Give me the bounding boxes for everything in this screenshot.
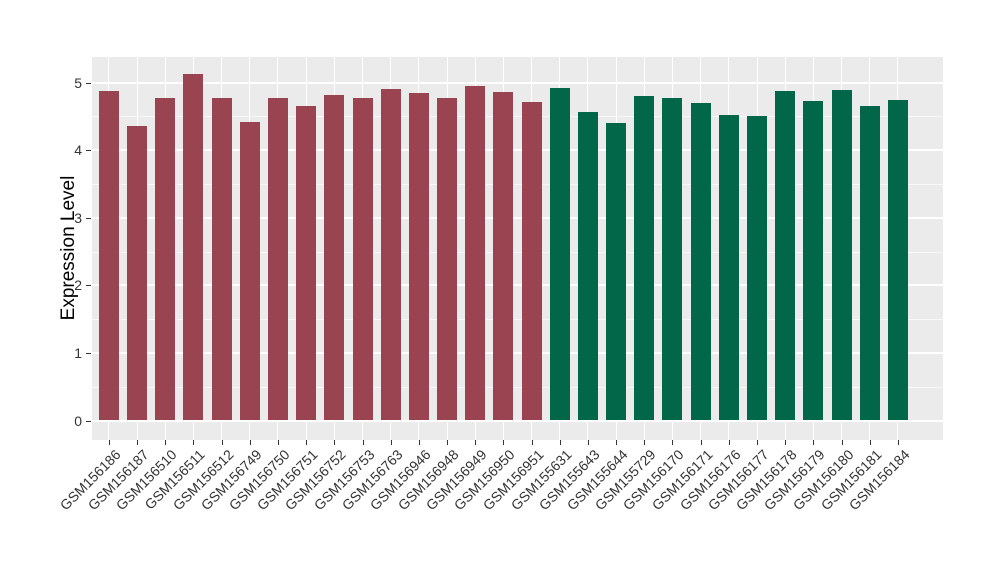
bar-GSM155644 (606, 123, 627, 421)
bar-GSM156176 (718, 115, 739, 421)
bar-GSM156186 (98, 90, 119, 421)
x-axis-tick (728, 440, 730, 445)
bar-GSM156170 (662, 97, 683, 421)
bar-GSM156177 (747, 115, 768, 421)
bar-GSM155631 (549, 88, 570, 421)
x-axis-tick (700, 440, 702, 445)
bar-GSM156750 (267, 97, 288, 421)
y-tick-label: 0 (74, 412, 82, 429)
y-axis-tick (86, 82, 91, 84)
y-tick-label: 1 (74, 344, 82, 361)
bar-GSM156951 (521, 101, 542, 421)
y-tick-label: 4 (74, 142, 82, 159)
bar-GSM156946 (408, 92, 429, 421)
y-axis-tick (86, 217, 91, 219)
bar-GSM156171 (690, 102, 711, 421)
chart-panel (92, 57, 943, 440)
h-gridline-minor (92, 251, 943, 253)
bar-GSM156178 (775, 91, 796, 421)
bar-GSM156752 (324, 94, 345, 421)
x-axis-tick (165, 440, 167, 445)
bar-GSM156181 (859, 105, 880, 421)
bar-GSM156510 (155, 97, 176, 421)
y-tick-label: 2 (74, 277, 82, 294)
bar-GSM156948 (437, 97, 458, 421)
x-axis-tick (137, 440, 139, 445)
x-axis-tick (841, 440, 843, 445)
h-gridline-major (92, 351, 943, 354)
bar-GSM156511 (183, 73, 204, 421)
bar-GSM156512 (211, 98, 232, 421)
x-axis-tick (418, 440, 420, 445)
bar-GSM156179 (803, 100, 824, 421)
x-axis-tick (334, 440, 336, 445)
x-axis-tick (306, 440, 308, 445)
bar-GSM156949 (465, 86, 486, 421)
x-axis-tick (644, 440, 646, 445)
h-gridline-minor (92, 116, 943, 118)
x-axis-tick (503, 440, 505, 445)
bar-GSM156180 (831, 90, 852, 421)
h-gridline-minor (92, 184, 943, 186)
x-axis-tick (757, 440, 759, 445)
y-axis-tick (86, 352, 91, 354)
x-axis-tick (672, 440, 674, 445)
y-tick-label: 5 (74, 74, 82, 91)
bar-GSM155643 (577, 111, 598, 421)
x-axis-tick (249, 440, 251, 445)
h-gridline-major (92, 216, 943, 219)
x-axis-tick (897, 440, 899, 445)
y-axis-tick (86, 285, 91, 287)
x-axis-tick (193, 440, 195, 445)
h-gridline-major (92, 419, 943, 422)
x-axis-tick (108, 440, 110, 445)
x-axis-tick (390, 440, 392, 445)
y-tick-label: 3 (74, 209, 82, 226)
x-axis-tick (447, 440, 449, 445)
x-axis-tick (869, 440, 871, 445)
bar-GSM156749 (239, 121, 260, 421)
x-axis-tick (559, 440, 561, 445)
bar-GSM156753 (352, 97, 373, 421)
y-axis-title: Expression Level (58, 175, 79, 321)
x-axis-tick (475, 440, 477, 445)
bar-GSM156763 (380, 89, 401, 421)
bar-GSM156184 (887, 100, 908, 421)
x-axis-tick (277, 440, 279, 445)
bar-GSM155729 (634, 96, 655, 421)
x-axis-tick (531, 440, 533, 445)
x-axis-tick (362, 440, 364, 445)
x-axis-tick (221, 440, 223, 445)
bar-GSM156187 (127, 125, 148, 421)
h-gridline-minor (92, 319, 943, 321)
bar-GSM156751 (296, 106, 317, 421)
x-axis-tick (813, 440, 815, 445)
h-gridline-minor (92, 386, 943, 388)
x-axis-tick (616, 440, 618, 445)
y-axis-tick (86, 150, 91, 152)
x-axis-tick (785, 440, 787, 445)
x-axis-tick (587, 440, 589, 445)
h-gridline-major (92, 149, 943, 152)
h-gridline-major (92, 284, 943, 287)
h-gridline-major (92, 81, 943, 84)
bar-GSM156950 (493, 92, 514, 421)
y-axis-tick (86, 420, 91, 422)
